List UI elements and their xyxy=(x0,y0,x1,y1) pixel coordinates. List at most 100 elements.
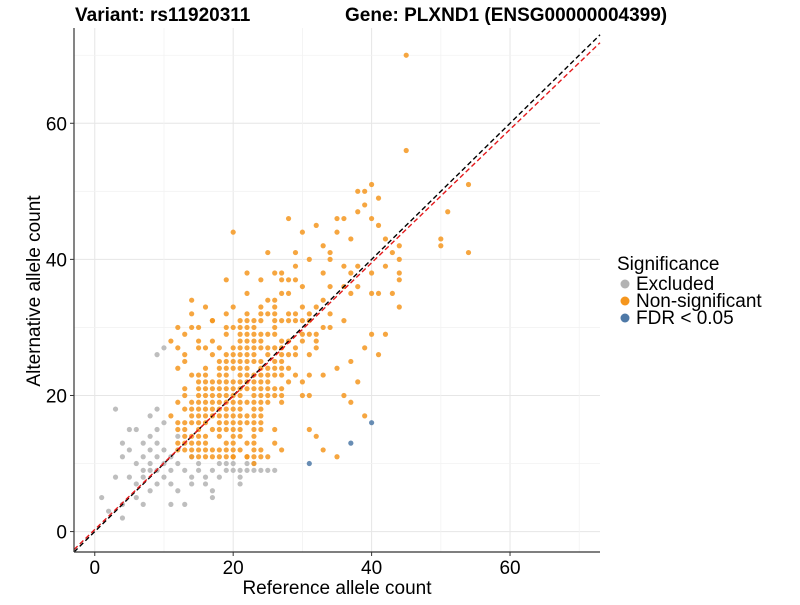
point-non-significant xyxy=(244,352,250,358)
point-non-significant xyxy=(279,270,285,276)
point-excluded xyxy=(140,440,146,446)
point-non-significant xyxy=(230,454,236,460)
point-non-significant xyxy=(313,433,319,439)
point-non-significant xyxy=(279,338,285,344)
point-non-significant xyxy=(216,426,222,433)
point-excluded xyxy=(147,460,153,467)
point-excluded xyxy=(175,433,181,439)
point-non-significant xyxy=(327,249,333,256)
point-non-significant xyxy=(175,345,181,351)
point-fdr xyxy=(306,460,312,467)
point-non-significant xyxy=(258,379,264,385)
point-non-significant xyxy=(362,202,368,208)
point-non-significant xyxy=(230,420,236,426)
point-non-significant xyxy=(244,365,250,371)
point-non-significant xyxy=(251,420,257,426)
point-non-significant xyxy=(362,413,368,419)
point-non-significant xyxy=(195,454,202,460)
point-non-significant xyxy=(258,454,264,460)
point-non-significant xyxy=(189,454,195,460)
point-non-significant xyxy=(258,311,264,317)
point-non-significant xyxy=(382,331,389,337)
point-fdr xyxy=(369,420,375,426)
point-non-significant xyxy=(396,270,402,276)
point-non-significant xyxy=(355,283,361,290)
point-non-significant xyxy=(175,365,181,371)
point-non-significant xyxy=(209,338,216,344)
point-excluded xyxy=(168,467,174,473)
point-non-significant xyxy=(209,318,216,324)
point-non-significant xyxy=(182,386,188,392)
point-non-significant xyxy=(285,290,292,297)
point-non-significant xyxy=(244,345,250,351)
point-non-significant xyxy=(223,311,229,317)
point-non-significant xyxy=(209,447,216,453)
point-fdr xyxy=(348,440,354,446)
point-non-significant xyxy=(230,229,236,235)
point-non-significant xyxy=(299,379,305,385)
point-non-significant xyxy=(355,188,361,194)
point-non-significant xyxy=(223,392,229,399)
point-non-significant xyxy=(258,413,264,419)
point-excluded xyxy=(175,488,181,494)
point-non-significant xyxy=(189,406,195,412)
point-non-significant xyxy=(202,386,209,392)
point-non-significant xyxy=(279,318,285,324)
point-non-significant xyxy=(251,352,257,358)
point-non-significant xyxy=(258,358,264,365)
point-non-significant xyxy=(465,181,472,188)
point-non-significant xyxy=(195,386,202,392)
point-excluded xyxy=(230,460,236,467)
point-non-significant xyxy=(223,413,229,419)
point-non-significant xyxy=(320,447,326,453)
point-non-significant xyxy=(258,277,264,283)
point-non-significant xyxy=(272,372,278,378)
point-excluded xyxy=(154,481,160,487)
point-non-significant xyxy=(195,399,202,405)
point-non-significant xyxy=(375,222,382,228)
point-excluded xyxy=(106,508,112,514)
point-non-significant xyxy=(258,372,264,378)
point-non-significant xyxy=(189,324,195,331)
point-excluded xyxy=(140,467,146,473)
point-excluded xyxy=(182,467,188,473)
point-non-significant xyxy=(244,331,250,337)
point-non-significant xyxy=(285,365,292,371)
point-non-significant xyxy=(209,399,216,405)
point-non-significant xyxy=(341,215,347,222)
point-non-significant xyxy=(230,433,236,439)
point-excluded xyxy=(147,433,153,439)
point-non-significant xyxy=(382,236,389,242)
point-non-significant xyxy=(292,263,299,269)
point-non-significant xyxy=(216,433,222,439)
point-non-significant xyxy=(202,304,209,310)
point-non-significant xyxy=(216,379,222,385)
point-non-significant xyxy=(251,399,257,405)
y-axis-label: Alternative allele count xyxy=(24,195,45,387)
point-non-significant xyxy=(189,297,195,303)
point-non-significant xyxy=(279,277,285,283)
point-non-significant xyxy=(362,188,368,194)
point-excluded xyxy=(147,413,153,419)
point-non-significant xyxy=(285,311,292,317)
point-non-significant xyxy=(251,460,257,467)
point-non-significant xyxy=(251,324,257,331)
point-non-significant xyxy=(299,318,305,324)
point-non-significant xyxy=(202,372,209,378)
point-non-significant xyxy=(251,345,257,351)
point-non-significant xyxy=(265,454,271,460)
point-non-significant xyxy=(237,324,243,331)
point-non-significant xyxy=(202,392,209,399)
point-non-significant xyxy=(230,440,236,446)
point-non-significant xyxy=(182,392,188,399)
point-non-significant xyxy=(320,297,326,303)
legend-key-non-significant xyxy=(620,296,630,306)
point-non-significant xyxy=(285,277,292,283)
point-excluded xyxy=(133,494,139,501)
point-non-significant xyxy=(223,324,229,331)
point-non-significant xyxy=(237,379,243,385)
point-excluded xyxy=(161,420,167,426)
point-non-significant xyxy=(348,270,354,276)
point-non-significant xyxy=(175,324,181,331)
